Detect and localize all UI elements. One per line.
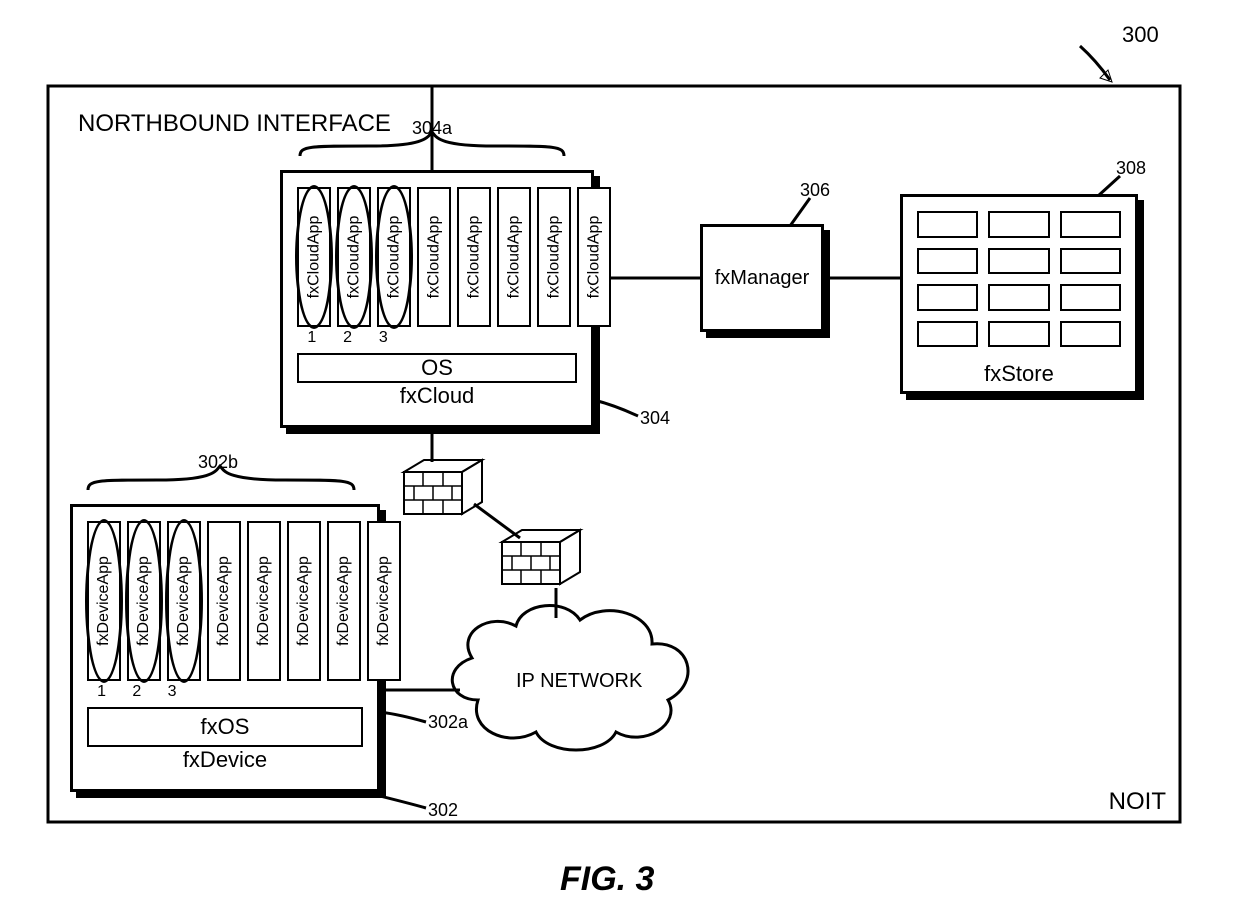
fxcloud-box: fxCloudAppfxCloudAppfxCloudAppfxCloudApp…	[280, 170, 594, 428]
app-slot: fxCloudApp	[577, 187, 611, 327]
fxdevice-os: fxOS	[87, 707, 363, 747]
ref-306: 306	[800, 180, 830, 201]
store-cell	[917, 321, 978, 348]
app-slot: fxCloudApp	[457, 187, 491, 327]
store-cell	[1060, 248, 1121, 275]
fxcloud-nums: 123	[297, 329, 577, 347]
app-slot: fxDeviceApp	[207, 521, 241, 681]
ref-302b: 302b	[198, 452, 238, 473]
app-slot: fxDeviceApp	[87, 521, 121, 681]
store-cell	[988, 211, 1049, 238]
store-cell	[917, 248, 978, 275]
ref-300: 300	[1122, 22, 1159, 48]
store-cell	[988, 284, 1049, 311]
ref-308: 308	[1116, 158, 1146, 179]
fxcloud-os: OS	[297, 353, 577, 383]
app-slot: fxCloudApp	[297, 187, 331, 327]
app-slot: fxCloudApp	[417, 187, 451, 327]
fxdevice-nums: 123	[87, 683, 363, 701]
fxdevice-box: fxDeviceAppfxDeviceAppfxDeviceAppfxDevic…	[70, 504, 380, 792]
store-cell	[917, 211, 978, 238]
app-slot: fxCloudApp	[337, 187, 371, 327]
store-cell	[1060, 284, 1121, 311]
fxdevice-label: fxDevice	[87, 747, 363, 775]
app-slot: fxDeviceApp	[167, 521, 201, 681]
fxstore-grid	[903, 197, 1135, 361]
noit-label: NOIT	[1109, 788, 1166, 816]
fxstore-label: fxStore	[903, 361, 1135, 387]
app-slot: fxDeviceApp	[327, 521, 361, 681]
store-cell	[917, 284, 978, 311]
store-cell	[1060, 321, 1121, 348]
app-slot: fxDeviceApp	[127, 521, 161, 681]
ref-304a: 304a	[412, 118, 452, 139]
app-slot: fxDeviceApp	[367, 521, 401, 681]
ip-network-label: IP NETWORK	[516, 670, 642, 693]
store-cell	[988, 321, 1049, 348]
fxcloud-apps-row: fxCloudAppfxCloudAppfxCloudAppfxCloudApp…	[297, 187, 577, 327]
store-cell	[1060, 211, 1121, 238]
app-slot: fxDeviceApp	[247, 521, 281, 681]
ref-302: 302	[428, 800, 458, 821]
ref-302a: 302a	[428, 712, 468, 733]
fxmanager-box: fxManager	[700, 224, 824, 332]
northbound-title: NORTHBOUND INTERFACE	[78, 110, 391, 138]
fxcloud-label: fxCloud	[297, 383, 577, 411]
figure-caption: FIG. 3	[560, 860, 654, 899]
app-slot: fxCloudApp	[377, 187, 411, 327]
fxstore-box: fxStore	[900, 194, 1138, 394]
app-slot: fxDeviceApp	[287, 521, 321, 681]
app-slot: fxCloudApp	[497, 187, 531, 327]
fxmanager-label: fxManager	[715, 267, 810, 290]
fxdevice-apps-row: fxDeviceAppfxDeviceAppfxDeviceAppfxDevic…	[87, 521, 363, 681]
store-cell	[988, 248, 1049, 275]
app-slot: fxCloudApp	[537, 187, 571, 327]
ref-304: 304	[640, 408, 670, 429]
